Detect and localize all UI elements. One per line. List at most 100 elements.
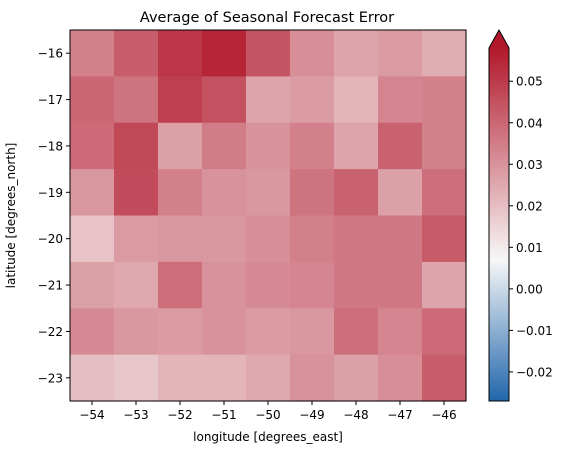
heatmap-cell	[202, 308, 247, 356]
heatmap-cell	[290, 261, 335, 309]
heatmap-cell	[70, 122, 115, 170]
heatmap-cell	[378, 122, 423, 170]
heatmap-cell	[246, 169, 291, 217]
heatmap-cell	[70, 261, 115, 309]
heatmap-cell	[70, 76, 115, 124]
heatmap-cell	[246, 122, 291, 170]
heatmap-cell	[378, 308, 423, 356]
heatmap-cell	[114, 76, 159, 124]
heatmap-cell	[202, 122, 247, 170]
heatmap-cells	[70, 30, 467, 402]
heatmap-cell	[422, 169, 467, 217]
heatmap-cell	[422, 76, 467, 124]
heatmap-cell	[114, 169, 159, 217]
heatmap-cell	[202, 169, 247, 217]
heatmap-cell	[202, 215, 247, 263]
heatmap-cell	[246, 215, 291, 263]
heatmap-cell	[246, 261, 291, 309]
heatmap-cell	[202, 30, 247, 77]
x-axis: −54 −53 −52 −51 −50 −49 −48 −47 −46	[79, 401, 457, 422]
x-tick-label: −50	[255, 408, 280, 422]
heatmap-cell	[334, 261, 379, 309]
chart-title: Average of Seasonal Forecast Error	[140, 10, 394, 26]
y-tick-label: −20	[38, 232, 63, 246]
heatmap-cell	[422, 308, 467, 356]
heatmap-cell	[378, 76, 423, 124]
heatmap-cell	[334, 30, 379, 77]
y-tick-label: −17	[38, 93, 63, 107]
heatmap-cell	[114, 215, 159, 263]
heatmap-cell	[202, 261, 247, 309]
colorbar: −0.02 −0.01 0.00 0.01 0.02 0.03 0.04 0.05	[488, 28, 553, 402]
colorbar-tick-label: −0.01	[516, 324, 553, 338]
heatmap-cell	[70, 169, 115, 217]
heatmap-cell	[334, 308, 379, 356]
heatmap-cell	[334, 354, 379, 402]
colorbar-tick-label: 0.04	[516, 116, 543, 130]
colorbar-tick-label: 0.00	[516, 282, 543, 296]
colorbar-tick-label: 0.02	[516, 199, 543, 213]
heatmap-cell	[114, 122, 159, 170]
heatmap-cell	[114, 354, 159, 402]
x-tick-label: −48	[343, 408, 368, 422]
colorbar-gradient	[489, 48, 509, 401]
x-tick-label: −53	[123, 408, 148, 422]
heatmap-cell	[246, 354, 291, 402]
heatmap-cell	[158, 76, 203, 124]
y-tick-label: −22	[38, 325, 63, 339]
y-tick-label: −18	[38, 139, 63, 153]
y-tick-label: −19	[38, 186, 63, 200]
colorbar-tick-label: 0.03	[516, 158, 543, 172]
heatmap-cell	[290, 122, 335, 170]
x-tick-label: −52	[167, 408, 192, 422]
heatmap-cell	[70, 215, 115, 263]
heatmap-cell	[290, 30, 335, 77]
heatmap-cell	[158, 354, 203, 402]
heatmap-cell	[70, 30, 115, 77]
heatmap-cell	[290, 354, 335, 402]
heatmap-cell	[334, 122, 379, 170]
heatmap-cell	[114, 30, 159, 77]
heatmap-cell	[70, 354, 115, 402]
heatmap-cell	[158, 215, 203, 263]
heatmap-cell	[114, 308, 159, 356]
colorbar-tick-label: −0.02	[516, 365, 553, 379]
colorbar-tick-label: 0.01	[516, 241, 543, 255]
x-tick-label: −47	[387, 408, 412, 422]
y-tick-label: −21	[38, 279, 63, 293]
heatmap-cell	[70, 308, 115, 356]
heatmap-cell	[334, 215, 379, 263]
heatmap-cell	[202, 354, 247, 402]
heatmap-cell	[334, 169, 379, 217]
heatmap-cell	[202, 76, 247, 124]
heatmap-cell	[378, 215, 423, 263]
y-axis: −16 −17 −18 −19 −20 −21 −22 −23	[38, 47, 70, 385]
heatmap-cell	[158, 122, 203, 170]
heatmap-cell	[422, 122, 467, 170]
heatmap-cell	[378, 261, 423, 309]
heatmap-cell	[246, 76, 291, 124]
heatmap-cell	[158, 30, 203, 77]
x-tick-label: −46	[431, 408, 456, 422]
heatmap-cell	[422, 261, 467, 309]
heatmap-cell	[290, 76, 335, 124]
heatmap-cell	[158, 169, 203, 217]
heatmap-cell	[246, 308, 291, 356]
heatmap-cell	[114, 261, 159, 309]
heatmap-cell	[378, 169, 423, 217]
heatmap-cell	[334, 76, 379, 124]
colorbar-extend-arrow	[489, 30, 509, 48]
heatmap-cell	[158, 261, 203, 309]
heatmap-cell	[378, 354, 423, 402]
colorbar-tick-label: 0.05	[516, 75, 543, 89]
heatmap-cell	[422, 215, 467, 263]
x-tick-label: −49	[299, 408, 324, 422]
x-tick-label: −51	[211, 408, 236, 422]
heatmap-cell	[290, 215, 335, 263]
y-axis-label: latitude [degrees_north]	[4, 143, 18, 289]
y-tick-label: −16	[38, 47, 63, 61]
heatmap-cell	[422, 354, 467, 402]
heatmap-cell	[378, 30, 423, 77]
y-tick-label: −23	[38, 371, 63, 385]
